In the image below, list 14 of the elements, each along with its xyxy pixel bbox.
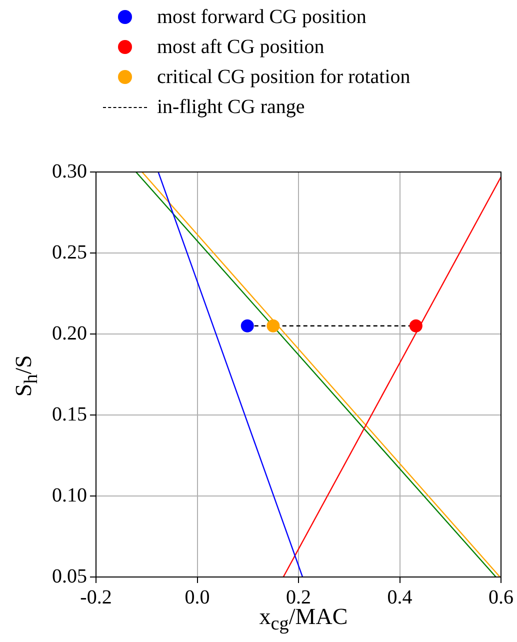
y-tick-label: 0.10 (52, 484, 87, 506)
legend-label: most forward CG position (157, 5, 366, 30)
y-tick-label: 0.20 (52, 322, 87, 344)
x-tick-label: 0.4 (387, 586, 412, 608)
y-tick-label: 0.05 (52, 565, 87, 588)
legend-label: most aft CG position (157, 35, 324, 60)
y-tick-label: 0.30 (52, 160, 87, 182)
legend-label: critical CG position for rotation (157, 65, 410, 90)
x-tick-label: -0.2 (80, 586, 112, 608)
y-tick-label: 0.15 (52, 403, 87, 426)
x-tick-label: 0.6 (488, 586, 514, 608)
legend-label: in-flight CG range (157, 95, 305, 120)
x-tick-label: 0.0 (184, 586, 210, 608)
y-tick-label: 0.25 (52, 241, 87, 264)
